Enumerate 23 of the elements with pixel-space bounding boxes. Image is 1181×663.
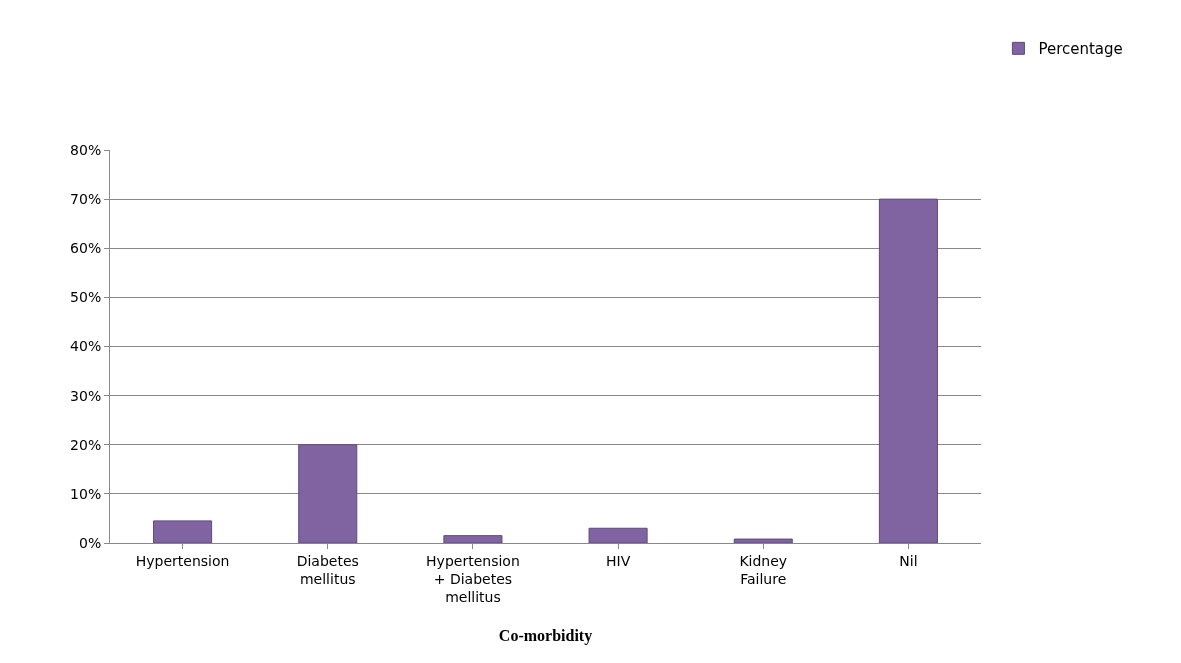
bar — [588, 527, 648, 543]
x-tick-label: Hypertension — [135, 552, 230, 569]
bar — [878, 198, 938, 543]
y-tick-label: 50% — [70, 289, 102, 306]
x-axis-title: Co-morbidity — [498, 626, 593, 645]
y-tick-label: 80% — [70, 141, 102, 158]
x-tick-label: HIV — [605, 552, 631, 569]
x-tick-label: Hypertension + Diabetes mellitus — [426, 552, 520, 606]
y-tick-label: 20% — [70, 436, 102, 453]
y-tick-label: 70% — [70, 191, 102, 208]
x-tick-label: Nil — [899, 552, 918, 569]
y-tick-label: 10% — [70, 485, 102, 502]
x-tick-label: Kidney Failure — [739, 552, 788, 587]
y-tick-label: 40% — [70, 338, 102, 355]
legend-label: Percentage — [1038, 40, 1123, 59]
bar — [298, 444, 358, 543]
y-tick-label: 30% — [70, 387, 102, 404]
bar — [443, 535, 503, 543]
y-tick-label: 60% — [70, 240, 102, 257]
bar — [153, 520, 213, 543]
x-tick-label: Diabetes mellitus — [296, 552, 359, 587]
y-tick-label: 0% — [78, 534, 102, 551]
bar — [733, 538, 793, 543]
